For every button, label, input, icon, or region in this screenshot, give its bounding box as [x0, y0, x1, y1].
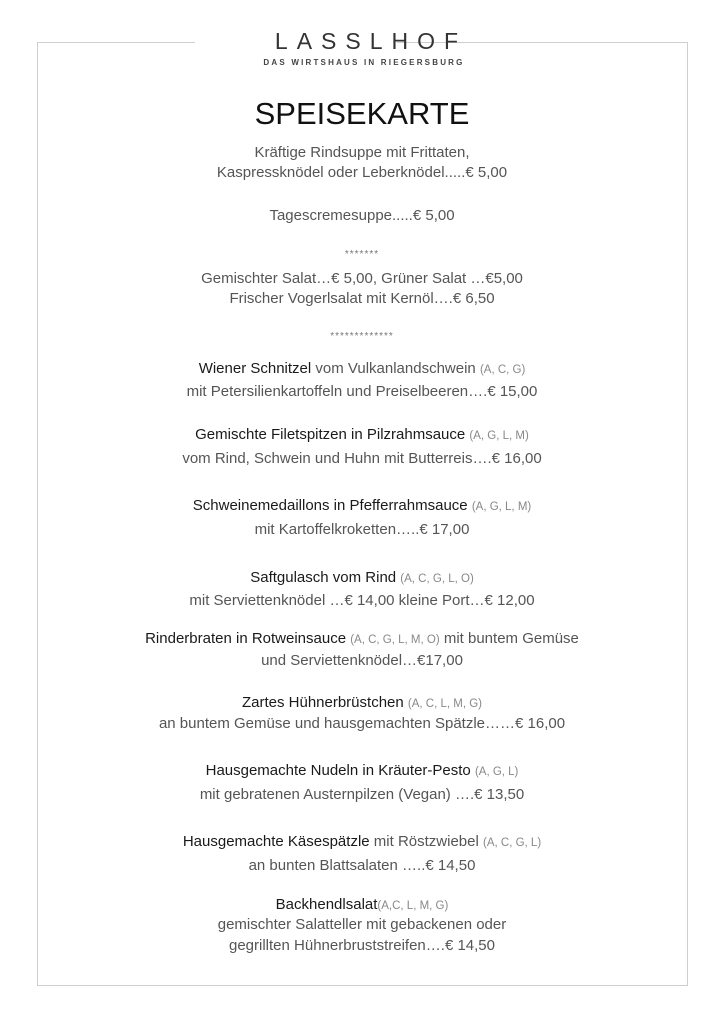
dish-title-line: Hausgemachte Käsespätzle mit Röstzwiebel… — [0, 832, 724, 853]
dish-description: vom Rind, Schwein und Huhn mit Butterrei… — [182, 450, 542, 467]
dish-allergens: (A, G, L, M) — [469, 430, 529, 442]
dish-description: mit gebratenen Austernpilzen (Vegan) ….€… — [199, 786, 525, 803]
dish-name: Backhendlsalat — [275, 896, 378, 913]
dish-description: gemischter Salatteller mit gebackenen od… — [217, 916, 507, 933]
dish-allergens: (A, C, G) — [479, 364, 526, 376]
divider: ******* — [344, 249, 380, 260]
dish-title-line: Zartes Hühnerbrüstchen (A, C, L, M, G) — [0, 693, 724, 714]
dish-extra-after: mit buntem Gemüse — [439, 630, 579, 647]
dish-name: Schweinemedaillons in Pfefferrahmsauce — [192, 497, 468, 514]
frame-left — [37, 42, 38, 986]
dish-allergens: (A, C, G, L) — [483, 837, 542, 849]
dish-name: Wiener Schnitzel — [198, 360, 312, 377]
logo-tagline: DAS WIRTSHAUS IN RIEGERSBURG — [263, 58, 465, 67]
dish-title-line: Gemischte Filetspitzen in Pilzrahmsauce … — [0, 425, 724, 446]
frame-top-left — [37, 42, 195, 43]
frame-top-right — [397, 42, 688, 43]
cream-soup: Tagescremesuppe.....€ 5,00 — [269, 207, 455, 224]
logo: LASSLHOF — [274, 28, 468, 54]
soup-line-1: Kräftige Rindsuppe mit Frittaten, — [254, 144, 470, 161]
dish-name: Hausgemachte Käsespätzle — [182, 833, 370, 850]
page-title: SPEISEKARTE — [254, 96, 470, 131]
dish-name: Hausgemachte Nudeln in Kräuter-Pesto — [205, 762, 471, 779]
dish-allergens: (A, C, G, L, O) — [400, 573, 474, 585]
dish-title-line: Schweinemedaillons in Pfefferrahmsauce (… — [0, 496, 724, 517]
dish-description: und Serviettenknödel…€17,00 — [261, 652, 463, 669]
dish-description: gegrillten Hühnerbruststreifen….€ 14,50 — [229, 937, 495, 954]
dish-name: Rinderbraten in Rotweinsauce — [145, 630, 347, 647]
dish-name: Gemischte Filetspitzen in Pilzrahmsauce — [195, 426, 466, 443]
dish-allergens: (A, G, L, M) — [471, 501, 532, 513]
dish-description: mit Petersilienkartoffeln und Preiselbee… — [186, 383, 538, 400]
dish-allergens: (A, C, G, L, M, O) — [350, 634, 440, 646]
dish-name: Zartes Hühnerbrüstchen — [241, 694, 404, 711]
dish-title-line: Wiener Schnitzel vom Vulkanlandschwein (… — [0, 359, 724, 380]
dish-description: an bunten Blattsalaten …..€ 14,50 — [248, 857, 476, 874]
dish-extra: mit Röstzwiebel — [369, 833, 483, 850]
dish-description: mit Serviettenknödel …€ 14,00 kleine Por… — [189, 592, 535, 609]
dish-allergens: (A, C, L, M, G) — [407, 698, 483, 710]
salad-line-1: Gemischter Salat…€ 5,00, Grüner Salat …€… — [201, 270, 523, 287]
dish-title-line: Saftgulasch vom Rind (A, C, G, L, O) — [0, 568, 724, 589]
soup-line-2: Kaspressknödel oder Leberknödel.....€ 5,… — [216, 164, 508, 181]
frame-right — [687, 42, 688, 986]
dish-name: Saftgulasch vom Rind — [250, 569, 397, 586]
salad-line-2: Frischer Vogerlsalat mit Kernöl….€ 6,50 — [229, 290, 495, 307]
dish-title-line: Hausgemachte Nudeln in Kräuter-Pesto (A,… — [0, 761, 724, 782]
dish-description: an buntem Gemüse und hausgemachten Spätz… — [158, 715, 566, 732]
dish-description: mit Kartoffelkroketten…..€ 17,00 — [254, 521, 470, 538]
dish-allergens: (A, G, L) — [474, 766, 519, 778]
dish-title-line: Backhendlsalat(A,C, L, M, G) — [0, 895, 724, 916]
dish-extra: vom Vulkanlandschwein — [311, 360, 480, 377]
frame-bottom — [37, 985, 688, 986]
dish-title-line: Rinderbraten in Rotweinsauce (A, C, G, L… — [0, 629, 724, 650]
divider: ************* — [330, 331, 394, 342]
dish-allergens: (A,C, L, M, G) — [377, 900, 449, 912]
